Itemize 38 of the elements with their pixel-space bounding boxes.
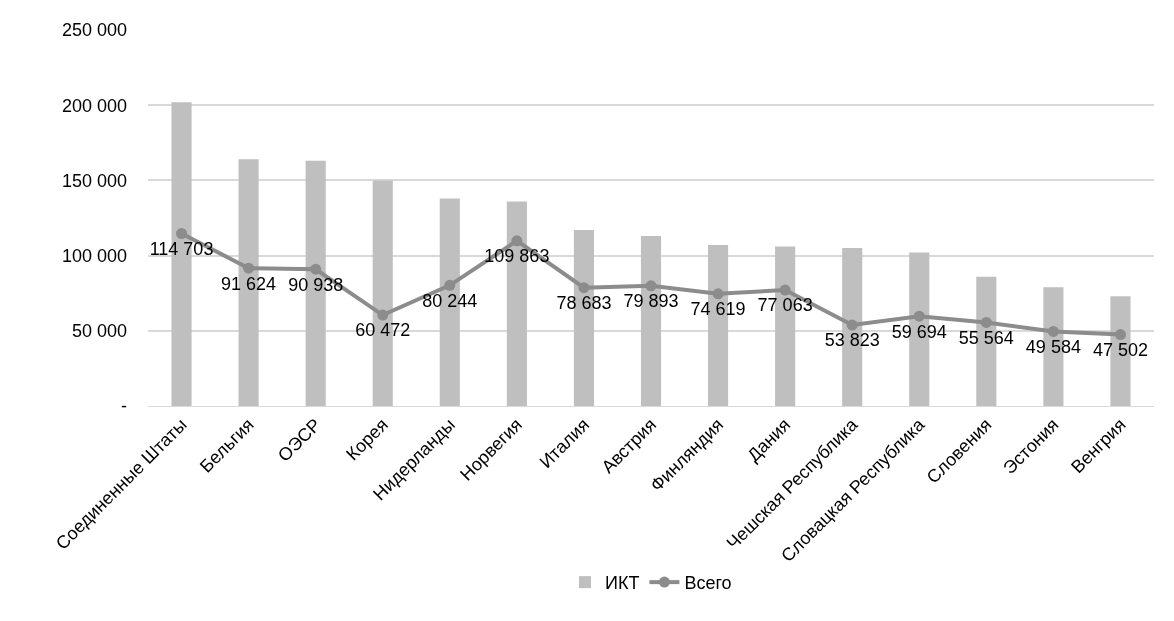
data-label: 78 683: [556, 293, 612, 314]
data-label: 49 584: [1025, 336, 1081, 357]
data-label: 55 564: [958, 327, 1014, 348]
data-label: 47 502: [1092, 339, 1148, 360]
point: [511, 235, 523, 247]
data-label: 60 472: [355, 320, 411, 341]
data-label: 77 063: [757, 295, 813, 316]
legend-label: Всего: [684, 573, 732, 594]
point: [578, 282, 590, 294]
point: [377, 309, 389, 321]
y-tick-label: 250 000: [61, 20, 127, 41]
point: [712, 288, 724, 300]
y-tick-label: -: [121, 396, 127, 417]
data-label: 53 823: [824, 330, 880, 351]
point: [243, 262, 255, 274]
point: [176, 227, 188, 239]
point: [1114, 329, 1126, 341]
point: [645, 280, 657, 292]
point: [779, 284, 791, 296]
y-tick-label: 100 000: [61, 245, 127, 266]
data-label: 59 694: [891, 321, 947, 342]
data-label: 79 893: [623, 291, 679, 312]
data-label: 109 863: [484, 246, 550, 267]
point: [1047, 325, 1059, 337]
point: [310, 263, 322, 275]
data-label: 90 938: [288, 274, 344, 295]
point: [980, 316, 992, 328]
y-tick-label: 50 000: [71, 321, 127, 342]
data-label: 114 703: [149, 238, 214, 259]
data-label: 80 244: [422, 290, 478, 311]
data-label: 74 619: [690, 299, 746, 320]
y-tick-label: 200 000: [61, 95, 127, 116]
y-tick-label: 150 000: [61, 170, 127, 191]
point: [846, 319, 858, 331]
point: [444, 279, 456, 291]
legend-label: ИКТ: [605, 573, 640, 594]
point: [913, 310, 925, 322]
data-label: 91 624: [221, 273, 277, 294]
